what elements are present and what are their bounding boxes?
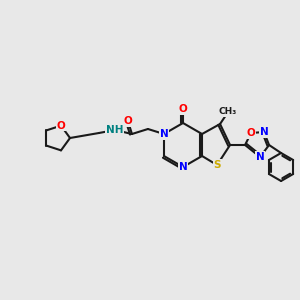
Text: O: O — [178, 104, 188, 114]
Text: N: N — [260, 127, 268, 137]
Text: S: S — [213, 160, 221, 170]
Text: N: N — [256, 152, 264, 162]
Text: CH₃: CH₃ — [219, 107, 237, 116]
Text: N: N — [178, 162, 188, 172]
Text: O: O — [57, 121, 65, 130]
Text: N: N — [160, 129, 168, 139]
Text: O: O — [247, 128, 255, 138]
Text: O: O — [124, 116, 132, 126]
Text: NH: NH — [106, 125, 124, 135]
